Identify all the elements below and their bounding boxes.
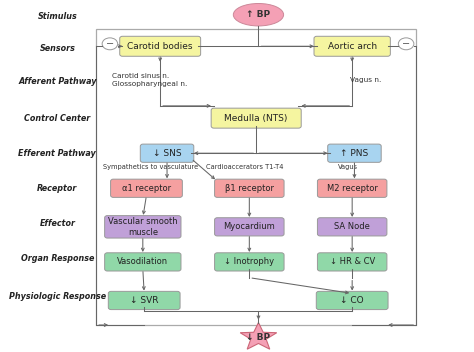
Text: Effector: Effector xyxy=(39,219,75,228)
Text: ↓ Inotrophy: ↓ Inotrophy xyxy=(224,257,274,266)
Ellipse shape xyxy=(233,4,283,26)
FancyBboxPatch shape xyxy=(105,253,181,271)
FancyBboxPatch shape xyxy=(140,144,194,162)
Circle shape xyxy=(102,38,118,50)
Text: Carotid sinus n.
Glossopharyngeal n.: Carotid sinus n. Glossopharyngeal n. xyxy=(112,73,188,87)
Text: Medulla (NTS): Medulla (NTS) xyxy=(225,114,288,122)
Text: −: − xyxy=(402,39,410,49)
Text: Aortic arch: Aortic arch xyxy=(328,42,377,51)
Text: β1 receptor: β1 receptor xyxy=(225,184,274,193)
Text: ↓ SNS: ↓ SNS xyxy=(153,149,182,158)
Polygon shape xyxy=(240,322,277,349)
FancyBboxPatch shape xyxy=(314,36,391,56)
Text: Receptor: Receptor xyxy=(37,184,78,193)
Text: SA Node: SA Node xyxy=(334,222,370,231)
FancyBboxPatch shape xyxy=(215,253,284,271)
FancyBboxPatch shape xyxy=(318,253,387,271)
Text: ↓ SVR: ↓ SVR xyxy=(130,296,158,305)
Text: ↓ BP: ↓ BP xyxy=(246,333,271,342)
FancyBboxPatch shape xyxy=(316,291,388,309)
Text: Sensors: Sensors xyxy=(39,44,75,52)
Text: Efferent Pathway: Efferent Pathway xyxy=(18,149,96,158)
FancyBboxPatch shape xyxy=(211,108,301,128)
Text: Sympathetics to vasculature: Sympathetics to vasculature xyxy=(103,164,199,170)
Text: Afferent Pathway: Afferent Pathway xyxy=(18,77,97,86)
Text: Carotid bodies: Carotid bodies xyxy=(128,42,193,51)
Text: Physiologic Response: Physiologic Response xyxy=(9,293,106,301)
Text: Vagus n.: Vagus n. xyxy=(350,77,381,83)
Text: Vasodilation: Vasodilation xyxy=(117,257,168,266)
FancyBboxPatch shape xyxy=(328,144,381,162)
Text: −: − xyxy=(106,39,114,49)
Text: M2 receptor: M2 receptor xyxy=(327,184,378,193)
Text: Vagus: Vagus xyxy=(337,164,357,170)
Text: Cardioaccerators T1-T4: Cardioaccerators T1-T4 xyxy=(206,164,283,170)
Text: ↑ BP: ↑ BP xyxy=(246,10,271,19)
Bar xyxy=(96,29,416,325)
Text: ↓ HR & CV: ↓ HR & CV xyxy=(329,257,375,266)
Text: Stimulus: Stimulus xyxy=(37,12,77,21)
Text: Control Center: Control Center xyxy=(24,114,91,122)
Text: α1 receptor: α1 receptor xyxy=(122,184,171,193)
Text: Myocardium: Myocardium xyxy=(223,222,275,231)
FancyBboxPatch shape xyxy=(215,179,284,197)
Text: Vascular smooth
muscle: Vascular smooth muscle xyxy=(108,217,178,237)
Text: Organ Response: Organ Response xyxy=(21,254,94,263)
Text: ↓ CO: ↓ CO xyxy=(340,296,364,305)
FancyBboxPatch shape xyxy=(215,218,284,236)
FancyBboxPatch shape xyxy=(318,179,387,197)
FancyBboxPatch shape xyxy=(105,216,181,238)
FancyBboxPatch shape xyxy=(110,179,182,197)
Text: ↑ PNS: ↑ PNS xyxy=(340,149,369,158)
FancyBboxPatch shape xyxy=(120,36,201,56)
FancyBboxPatch shape xyxy=(108,291,180,309)
Circle shape xyxy=(398,38,414,50)
FancyBboxPatch shape xyxy=(318,218,387,236)
